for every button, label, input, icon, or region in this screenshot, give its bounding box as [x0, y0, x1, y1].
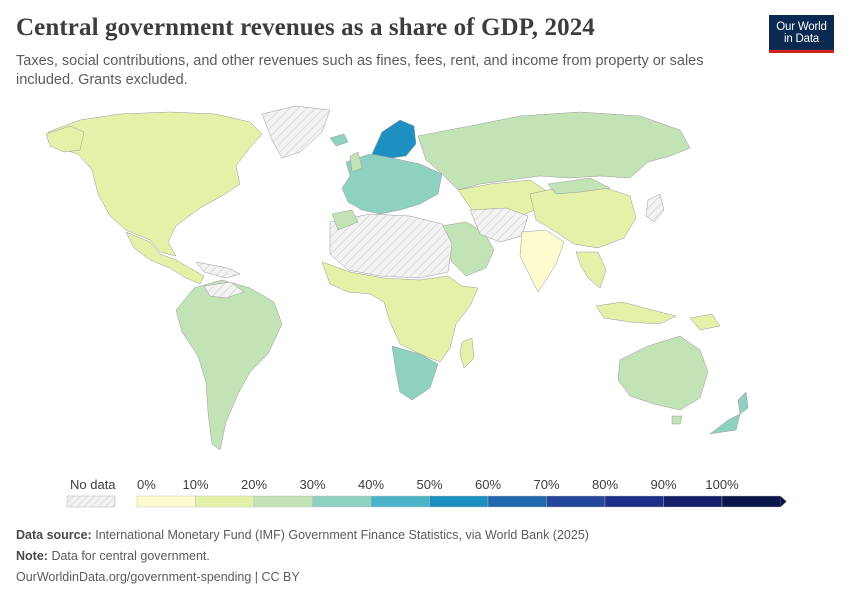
- footer-note: Note: Data for central government.: [16, 549, 210, 563]
- owid-logo[interactable]: Our World in Data: [769, 15, 834, 53]
- world-map[interactable]: [0, 92, 850, 467]
- region-indonesia[interactable]: [595, 301, 677, 325]
- map-legend: No data 0% 10% 20% 30% 40% 50% 60% 70% 80% 90% 100…: [66, 477, 787, 508]
- legend-bin-10[interactable]: [721, 495, 781, 508]
- region-scandinavia[interactable]: [371, 119, 417, 159]
- region-central-america[interactable]: [125, 231, 205, 285]
- legend-bin-2[interactable]: [253, 495, 313, 508]
- region-india[interactable]: [519, 229, 565, 293]
- region-greenland[interactable]: [261, 105, 331, 159]
- footer-url[interactable]: OurWorldinData.org/government-spending |…: [16, 570, 300, 584]
- legend-bin-0[interactable]: [136, 495, 196, 508]
- logo-line-2: in Data: [783, 33, 820, 45]
- region-australia[interactable]: [617, 335, 709, 411]
- region-southern-africa[interactable]: [391, 345, 439, 401]
- region-europe[interactable]: [341, 153, 443, 215]
- legend-bin-6[interactable]: [487, 495, 547, 508]
- region-uk[interactable]: [349, 151, 363, 173]
- region-morocco[interactable]: [331, 209, 359, 231]
- region-north-america[interactable]: [47, 111, 263, 257]
- region-japan[interactable]: [645, 193, 665, 223]
- legend-tick-9: 90%: [650, 477, 676, 492]
- region-sub-saharan-africa[interactable]: [321, 261, 479, 363]
- legend-tick-7: 70%: [533, 477, 559, 492]
- region-tasmania[interactable]: [671, 415, 683, 425]
- footer-source-text: International Monetary Fund (IMF) Govern…: [95, 528, 589, 542]
- legend-bin-9[interactable]: [663, 495, 723, 508]
- region-south-america[interactable]: [175, 279, 283, 451]
- region-png[interactable]: [689, 313, 721, 331]
- legend-bin-4[interactable]: [370, 495, 430, 508]
- region-iceland[interactable]: [329, 133, 349, 147]
- legend-bin-5[interactable]: [429, 495, 489, 508]
- legend-bin-1[interactable]: [195, 495, 255, 508]
- region-caribbean[interactable]: [195, 261, 241, 279]
- region-north-africa[interactable]: [329, 213, 453, 279]
- legend-bins: 0% 10% 20% 30% 40% 50% 60% 70% 80% 90% 100%: [136, 477, 787, 508]
- region-alaska[interactable]: [45, 125, 85, 153]
- legend-tick-5: 50%: [416, 477, 442, 492]
- footer-source: Data source: International Monetary Fund…: [16, 528, 589, 542]
- legend-tick-10: 100%: [705, 477, 739, 492]
- legend-tick-0: 0%: [137, 477, 156, 492]
- region-southeast-asia[interactable]: [575, 251, 607, 289]
- region-new-zealand[interactable]: [709, 391, 749, 435]
- footer-note-label: Note:: [16, 549, 48, 563]
- legend-bin-7[interactable]: [546, 495, 606, 508]
- legend-bin-8[interactable]: [604, 495, 664, 508]
- region-russia[interactable]: [417, 111, 691, 191]
- chart-title: Central government revenues as a share o…: [16, 14, 595, 41]
- chart-subtitle: Taxes, social contributions, and other r…: [16, 53, 704, 88]
- legend-arrow: [780, 496, 787, 507]
- region-madagascar[interactable]: [459, 337, 475, 369]
- legend-tick-8: 80%: [592, 477, 618, 492]
- legend-tick-2: 20%: [241, 477, 267, 492]
- legend-no-data-swatch[interactable]: [66, 495, 116, 508]
- footer-note-text: Data for central government.: [51, 549, 210, 563]
- legend-tick-3: 30%: [299, 477, 325, 492]
- logo-line-1: Our World: [776, 21, 827, 33]
- legend-tick-6: 60%: [475, 477, 501, 492]
- legend-tick-1: 10%: [182, 477, 208, 492]
- region-venezuela[interactable]: [203, 281, 245, 299]
- legend-tick-4: 40%: [358, 477, 384, 492]
- legend-bin-3[interactable]: [312, 495, 372, 508]
- legend-no-data-label: No data: [70, 477, 116, 492]
- footer-source-label: Data source:: [16, 528, 92, 542]
- region-mongolia[interactable]: [547, 177, 611, 195]
